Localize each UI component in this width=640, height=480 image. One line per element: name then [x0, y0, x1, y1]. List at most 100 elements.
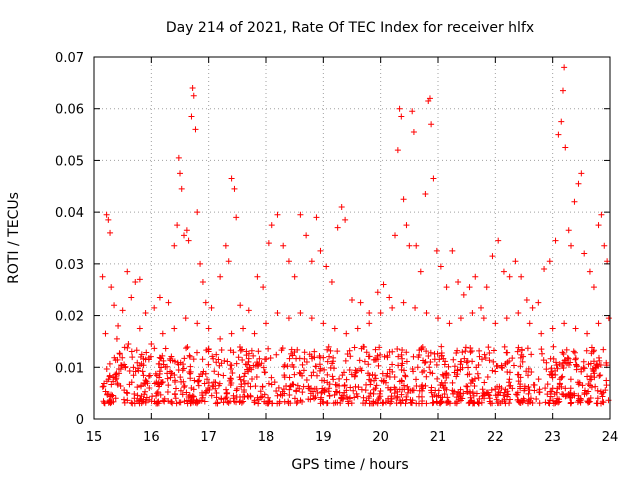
roti-point	[535, 299, 542, 306]
roti-point	[181, 355, 188, 362]
roti-point	[585, 361, 592, 368]
roti-point	[347, 384, 354, 391]
roti-point	[386, 366, 393, 373]
roti-point	[101, 399, 108, 406]
roti-point	[353, 368, 360, 375]
roti-point	[305, 396, 312, 403]
roti-point	[252, 362, 259, 369]
roti-point	[261, 369, 268, 376]
roti-point	[274, 309, 281, 316]
roti-point	[525, 396, 532, 403]
data-points	[99, 64, 612, 407]
roti-point	[327, 364, 334, 371]
roti-point	[399, 346, 406, 353]
roti-point	[410, 128, 417, 135]
roti-point	[318, 394, 325, 401]
roti-point	[346, 367, 353, 374]
roti-point	[489, 253, 496, 260]
roti-point	[494, 400, 501, 407]
roti-point	[485, 344, 492, 351]
roti-point	[121, 399, 128, 406]
roti-point	[525, 365, 532, 372]
roti-point	[423, 400, 430, 407]
roti-point	[480, 390, 487, 397]
roti-point	[406, 242, 413, 249]
roti-point	[488, 386, 495, 393]
roti-point	[187, 375, 194, 382]
roti-point	[151, 380, 158, 387]
roti-point	[308, 315, 315, 322]
roti-point	[325, 343, 332, 350]
roti-point	[236, 398, 243, 405]
roti-point	[160, 361, 167, 368]
roti-point	[506, 376, 513, 383]
roti-point	[476, 347, 483, 354]
roti-point	[208, 392, 215, 399]
roti-point	[366, 353, 373, 360]
roti-point	[457, 315, 464, 322]
roti-point	[319, 388, 326, 395]
roti-point	[209, 353, 216, 360]
roti-point	[202, 388, 209, 395]
roti-point	[269, 400, 276, 407]
roti-point	[180, 378, 187, 385]
roti-point	[124, 344, 131, 351]
roti-point	[171, 325, 178, 332]
roti-point	[482, 354, 489, 361]
roti-point	[334, 388, 341, 395]
roti-point	[183, 227, 190, 234]
roti-point	[151, 304, 158, 311]
roti-point	[555, 131, 562, 138]
roti-point	[308, 353, 315, 360]
roti-point	[327, 347, 334, 354]
roti-point	[129, 354, 136, 361]
roti-point	[409, 365, 416, 372]
roti-point	[111, 302, 118, 309]
roti-point	[398, 113, 405, 120]
roti-point	[536, 400, 543, 407]
y-tick-label: 0.01	[55, 361, 84, 376]
roti-point	[255, 348, 262, 355]
roti-point	[184, 344, 191, 351]
roti-point	[583, 347, 590, 354]
x-tick-label: 16	[143, 430, 160, 445]
roti-point	[199, 394, 206, 401]
roti-point	[426, 95, 433, 102]
roti-point	[191, 377, 198, 384]
roti-point	[466, 388, 473, 395]
roti-point	[128, 379, 135, 386]
roti-point	[171, 242, 178, 249]
roti-point	[404, 389, 411, 396]
roti-point	[120, 396, 127, 403]
roti-point	[565, 227, 572, 234]
roti-point	[531, 387, 538, 394]
roti-point	[251, 330, 258, 337]
roti-point	[518, 273, 525, 280]
roti-point	[572, 355, 579, 362]
roti-point	[164, 363, 171, 370]
roti-point	[224, 398, 231, 405]
roti-point	[293, 400, 300, 407]
roti-point	[462, 344, 469, 351]
roti-point	[550, 343, 557, 350]
roti-point	[457, 386, 464, 393]
roti-point	[259, 383, 266, 390]
roti-point	[236, 374, 243, 381]
roti-point	[259, 393, 266, 400]
roti-point	[256, 355, 263, 362]
roti-point	[572, 325, 579, 332]
roti-point	[443, 374, 450, 381]
roti-point	[342, 216, 349, 223]
roti-point	[149, 393, 156, 400]
roti-point	[121, 344, 128, 351]
roti-point	[228, 175, 235, 182]
roti-point	[331, 325, 338, 332]
roti-point	[481, 351, 488, 358]
roti-point	[113, 370, 120, 377]
roti-point	[237, 347, 244, 354]
roti-point	[461, 355, 468, 362]
roti-point	[579, 382, 586, 389]
roti-point	[145, 373, 152, 380]
roti-point	[241, 386, 248, 393]
roti-point	[313, 214, 320, 221]
